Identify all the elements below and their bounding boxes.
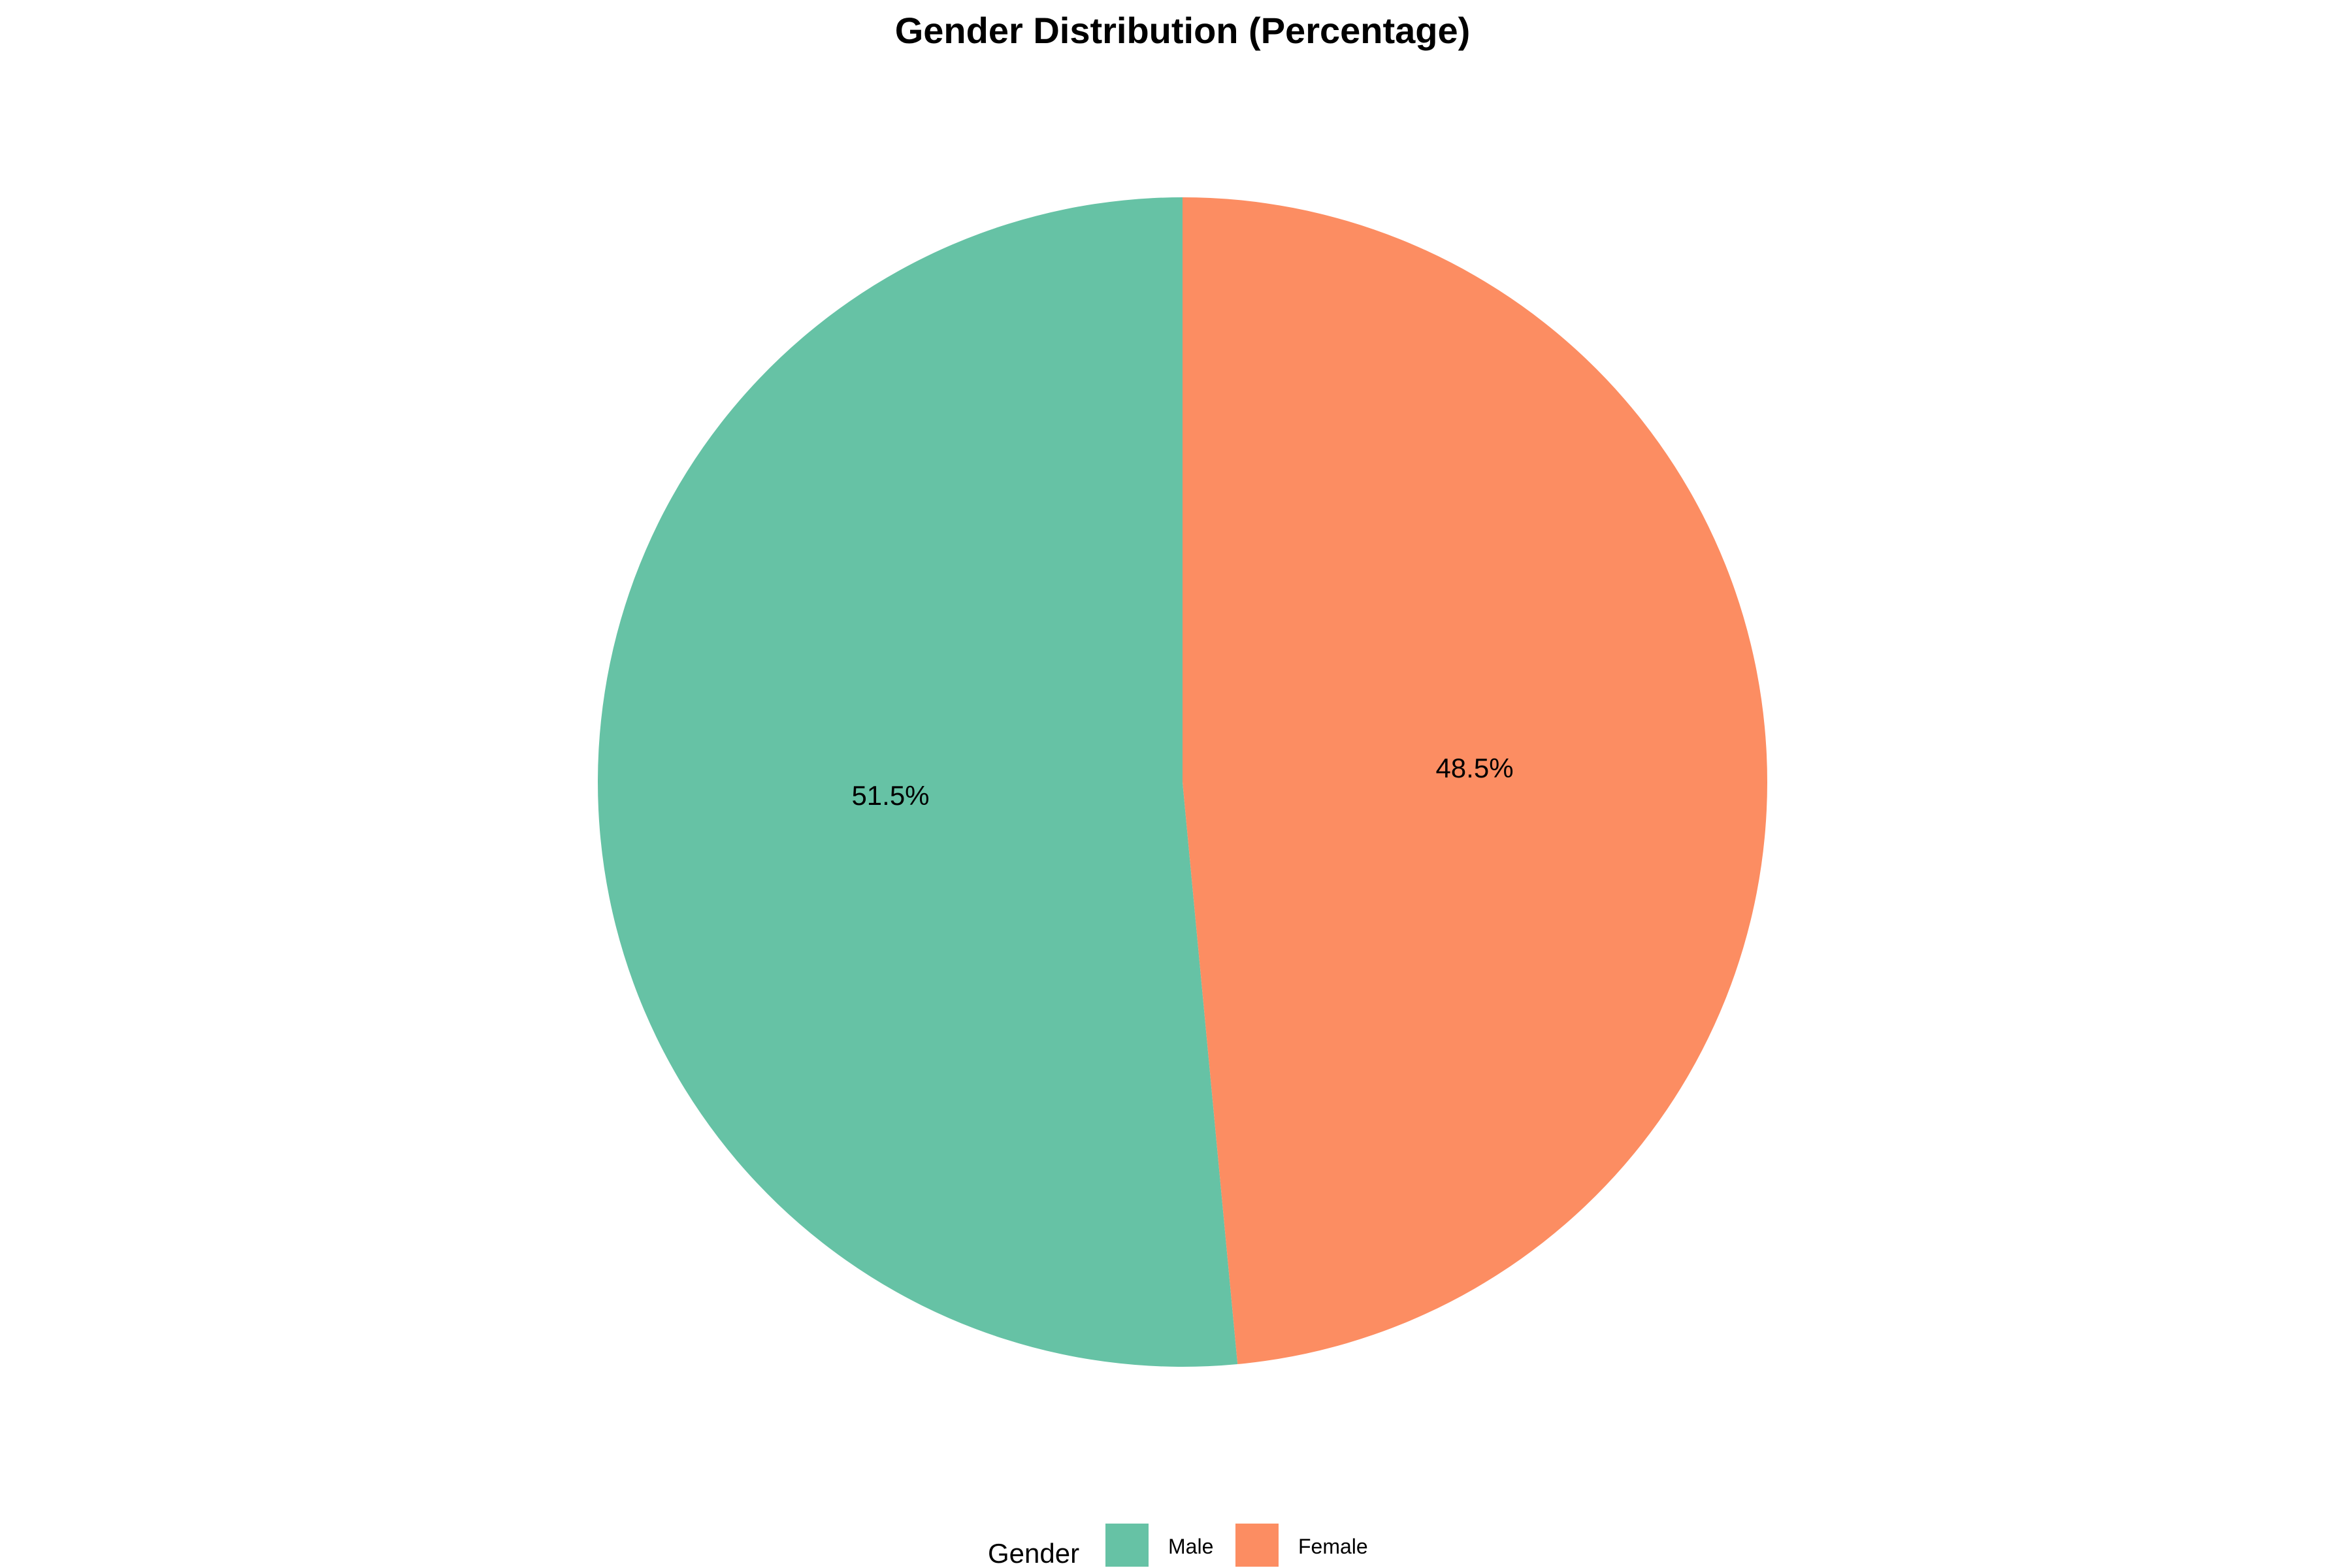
legend-title: Gender bbox=[988, 1538, 1079, 1568]
legend-swatch-male bbox=[1105, 1524, 1149, 1567]
slice-label-female: 48.5% bbox=[1435, 753, 1513, 783]
legend: Gender Male Female bbox=[988, 1524, 1368, 1568]
pie-slice-female bbox=[1183, 197, 1767, 1365]
pie-slice-labels: 51.5% 48.5% bbox=[851, 753, 1513, 811]
slice-label-male: 51.5% bbox=[851, 780, 929, 811]
pie-slices bbox=[597, 197, 1767, 1367]
chart-title: Gender Distribution (Percentage) bbox=[895, 10, 1471, 51]
legend-label-male: Male bbox=[1168, 1535, 1213, 1558]
pie-slice-male bbox=[597, 197, 1238, 1367]
legend-swatch-female bbox=[1235, 1524, 1279, 1567]
legend-label-female: Female bbox=[1298, 1535, 1368, 1558]
legend-items: Male Female bbox=[1105, 1524, 1368, 1567]
